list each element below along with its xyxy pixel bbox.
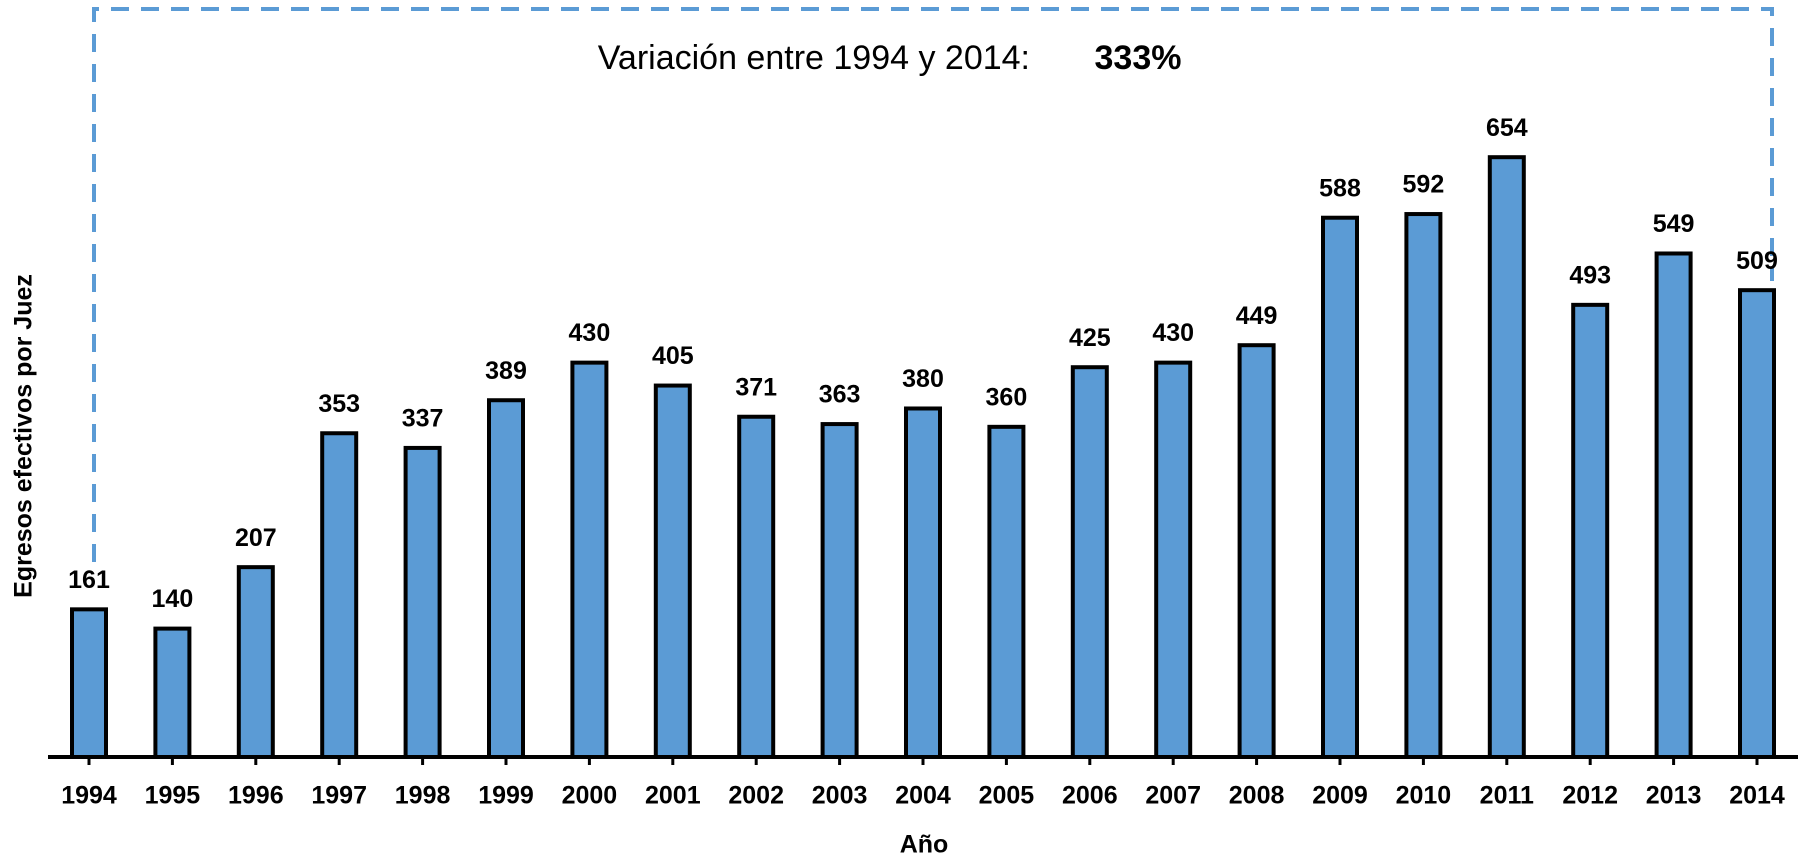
data-label: 430	[569, 319, 611, 347]
x-tick-label: 1994	[61, 782, 117, 810]
data-label: 380	[902, 365, 944, 393]
bar	[737, 414, 776, 759]
x-tick-label: 2012	[1562, 782, 1618, 810]
annotation-text: Variación entre 1994 y 2014:	[598, 39, 1030, 77]
x-tick-label: 2001	[645, 782, 701, 810]
data-label: 360	[986, 383, 1028, 411]
x-tick-label: 2009	[1312, 782, 1368, 810]
annotation-value: 333%	[1095, 39, 1182, 77]
x-tick-label: 1998	[395, 782, 451, 810]
x-tick-label: 2002	[728, 782, 784, 810]
x-tick-label: 2013	[1646, 782, 1702, 810]
bar	[1738, 288, 1776, 759]
bar	[1237, 343, 1276, 759]
data-label: 371	[735, 373, 777, 401]
bar	[653, 383, 692, 759]
data-label: 405	[652, 342, 694, 370]
x-tick-label: 2004	[895, 782, 951, 810]
x-tick-label: 2007	[1145, 782, 1201, 810]
bar	[570, 360, 609, 759]
x-tick-label: 1995	[145, 782, 201, 810]
x-tick-label: 2011	[1480, 782, 1534, 810]
data-label: 363	[819, 381, 861, 409]
x-tick-label: 2008	[1229, 782, 1285, 810]
x-tick-label: 2003	[812, 782, 868, 810]
bar	[153, 626, 192, 759]
bar	[1321, 215, 1359, 760]
data-label: 549	[1653, 210, 1695, 238]
data-label: 353	[318, 390, 360, 418]
bar	[987, 424, 1026, 759]
x-tick-label: 2010	[1396, 782, 1452, 810]
data-label: 654	[1486, 114, 1528, 142]
bar	[236, 565, 275, 759]
x-tick-label: 1996	[228, 782, 284, 810]
bar	[487, 398, 525, 759]
bar	[403, 445, 442, 759]
data-label: 509	[1736, 247, 1778, 275]
data-label: 430	[1152, 319, 1194, 347]
data-label: 161	[68, 566, 110, 594]
bar	[1571, 302, 1610, 759]
bar	[1154, 360, 1193, 759]
bar	[1404, 212, 1443, 759]
x-tick-label: 1997	[311, 782, 367, 810]
data-label: 592	[1403, 171, 1445, 199]
data-label: 389	[485, 357, 527, 385]
data-label: 207	[235, 524, 277, 552]
y-axis-title: Egresos efectivos por Juez	[10, 274, 38, 598]
bar	[70, 607, 108, 760]
data-label: 588	[1319, 174, 1361, 202]
data-label: 425	[1069, 324, 1111, 352]
annotation-box	[92, 7, 1774, 562]
bar	[1487, 155, 1526, 759]
x-tick-label: 1999	[478, 782, 534, 810]
data-label: 449	[1236, 302, 1278, 330]
bar	[1654, 251, 1693, 759]
bar	[320, 431, 359, 759]
x-tick-label: 2000	[562, 782, 618, 810]
x-axis-title: Año	[900, 831, 949, 859]
data-label: 493	[1569, 261, 1611, 289]
bar	[820, 422, 859, 759]
x-tick-label: 2014	[1729, 782, 1785, 810]
x-tick-label: 2005	[979, 782, 1035, 810]
bar	[904, 406, 942, 759]
x-tick-label: 2006	[1062, 782, 1118, 810]
data-label: 337	[402, 405, 444, 433]
data-label: 140	[152, 585, 194, 613]
bar	[1070, 365, 1109, 759]
